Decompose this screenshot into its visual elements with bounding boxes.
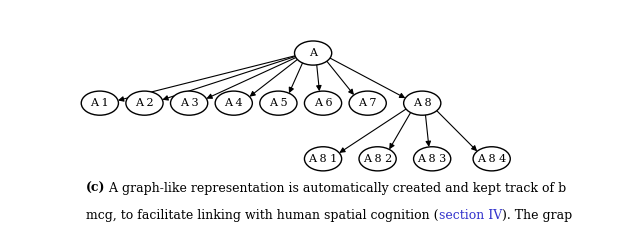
Ellipse shape xyxy=(170,91,208,115)
Text: A 8 3: A 8 3 xyxy=(417,154,447,164)
Text: ). The grap: ). The grap xyxy=(502,209,572,222)
Text: A 3: A 3 xyxy=(180,98,198,108)
Ellipse shape xyxy=(260,91,297,115)
Ellipse shape xyxy=(349,91,387,115)
Text: A 7: A 7 xyxy=(358,98,377,108)
Text: A 8 2: A 8 2 xyxy=(363,154,392,164)
Ellipse shape xyxy=(126,91,163,115)
Ellipse shape xyxy=(81,91,118,115)
Text: A 4: A 4 xyxy=(225,98,243,108)
Ellipse shape xyxy=(305,147,342,171)
Text: mcg, to facilitate linking with human spatial cognition (: mcg, to facilitate linking with human sp… xyxy=(86,209,438,222)
Ellipse shape xyxy=(305,91,342,115)
Text: A 2: A 2 xyxy=(135,98,154,108)
Ellipse shape xyxy=(404,91,441,115)
Text: A: A xyxy=(309,48,317,58)
Text: A graph-like representation is automatically created and kept track of b: A graph-like representation is automatic… xyxy=(106,182,566,195)
Text: A 8 1: A 8 1 xyxy=(308,154,338,164)
Text: A 8: A 8 xyxy=(413,98,431,108)
Text: (c): (c) xyxy=(86,182,106,195)
Text: A 8 4: A 8 4 xyxy=(477,154,506,164)
Ellipse shape xyxy=(473,147,510,171)
Ellipse shape xyxy=(294,41,332,65)
Ellipse shape xyxy=(413,147,451,171)
Text: A 1: A 1 xyxy=(90,98,109,108)
Ellipse shape xyxy=(215,91,252,115)
Ellipse shape xyxy=(359,147,396,171)
Text: A 5: A 5 xyxy=(269,98,288,108)
Text: section IV: section IV xyxy=(438,209,502,222)
Text: A 6: A 6 xyxy=(314,98,332,108)
